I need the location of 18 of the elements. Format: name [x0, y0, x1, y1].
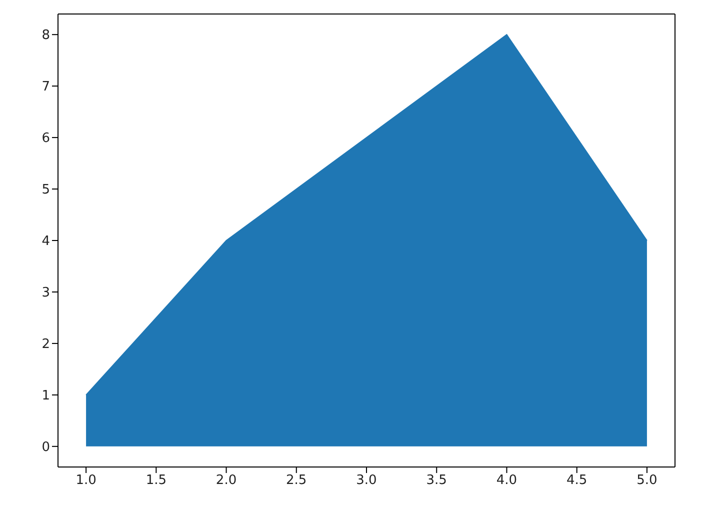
y-tick-label: 2 — [42, 337, 50, 352]
y-tick-label: 0 — [42, 440, 50, 456]
y-tick-label: 8 — [42, 28, 50, 44]
x-tick-label: 2.0 — [216, 473, 237, 488]
y-tick-label: 6 — [42, 131, 50, 146]
x-tick-label: 3.0 — [356, 473, 377, 488]
x-tick-label: 1.0 — [76, 473, 96, 488]
x-tick-label: 4.5 — [566, 473, 588, 488]
x-tick-label: 3.5 — [426, 473, 447, 488]
x-tick-label: 1.5 — [146, 473, 167, 488]
y-tick-label: 7 — [42, 80, 50, 95]
y-tick-label: 4 — [42, 234, 50, 250]
y-tick-label: 3 — [42, 286, 50, 301]
x-tick-label: 4.0 — [496, 473, 518, 488]
x-tick-label: 5.0 — [636, 473, 658, 488]
x-tick-label: 2.5 — [286, 473, 307, 488]
y-tick-label: 1 — [42, 388, 50, 404]
y-tick-label: 5 — [42, 182, 50, 198]
